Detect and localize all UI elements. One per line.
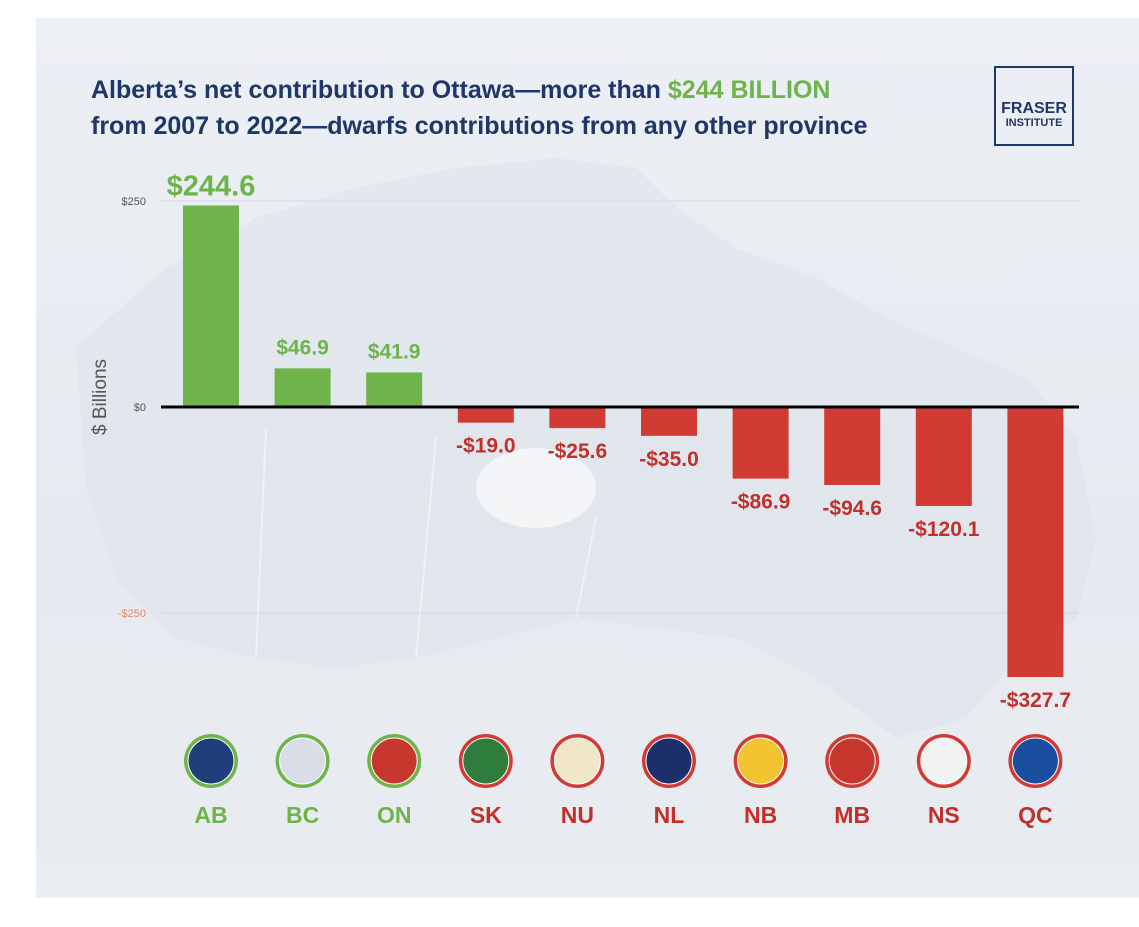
chart-title: Alberta’s net contribution to Ottawa—mor… [91,72,971,144]
ontario-flag-icon [370,737,418,785]
bar [824,407,881,485]
y-tick-label: -$250 [118,608,146,620]
bar [915,407,972,506]
category-label: NS [928,802,960,828]
category-label: NB [744,802,777,828]
y-axis-label: $ Billions [90,359,111,435]
category-label: NU [561,802,594,828]
bar [641,407,697,436]
alberta-flag-icon [187,737,235,785]
bar [183,205,239,407]
bar-chart: $250 $0 -$250 $ Billions $244.6 $46.9 $41.9 -$1… [90,170,1079,828]
nova-scotia-flag-icon [920,737,968,785]
bar [457,407,514,423]
title-line2: from 2007 to 2022—dwarfs contributions f… [91,112,868,140]
new-brunswick-flag-icon [737,737,785,785]
y-tick-label: $0 [134,402,146,414]
saskatchewan-flag-icon [462,737,510,785]
value-label: -$19.0 [456,435,516,458]
bar [732,407,789,479]
category-label: NL [654,802,685,828]
infographic-panel: Alberta’s net contribution to Ottawa—mor… [36,18,1139,898]
logo-line2: INSTITUTE [1005,117,1063,129]
category-label: QC [1018,802,1053,828]
logo-line1: FRASER [1001,100,1067,117]
value-label: -$94.6 [822,497,882,520]
bar [1007,407,1064,678]
value-label: -$35.0 [639,448,699,471]
category-label: BC [286,802,319,828]
manitoba-flag-icon [828,737,876,785]
title-line1-prefix: Alberta’s net contribution to Ottawa—mor… [91,76,668,104]
value-label: -$120.1 [908,518,980,541]
value-label: -$86.9 [731,491,791,514]
value-label: -$327.7 [1000,689,1071,712]
bar [549,407,606,429]
bar [366,372,423,407]
value-label: $41.9 [368,340,421,363]
category-label: ON [377,802,412,828]
bar [274,368,331,407]
value-label: -$25.6 [548,440,608,463]
category-label: AB [194,802,227,828]
british-columbia-flag-icon [279,737,327,785]
value-label: $244.6 [167,170,256,202]
quebec-flag-icon [1011,737,1059,785]
category-label: MB [834,802,870,828]
newfoundland-flag-icon [645,737,693,785]
canada-map-background [76,158,1096,738]
fraser-institute-logo: FRASER INSTITUTE [994,66,1074,146]
title-highlight: $244 BILLION [667,76,831,104]
category-label: SK [470,802,502,828]
nunavut-flag-icon [553,737,601,785]
value-label: $46.9 [276,336,329,359]
y-tick-label: $250 [122,196,146,208]
